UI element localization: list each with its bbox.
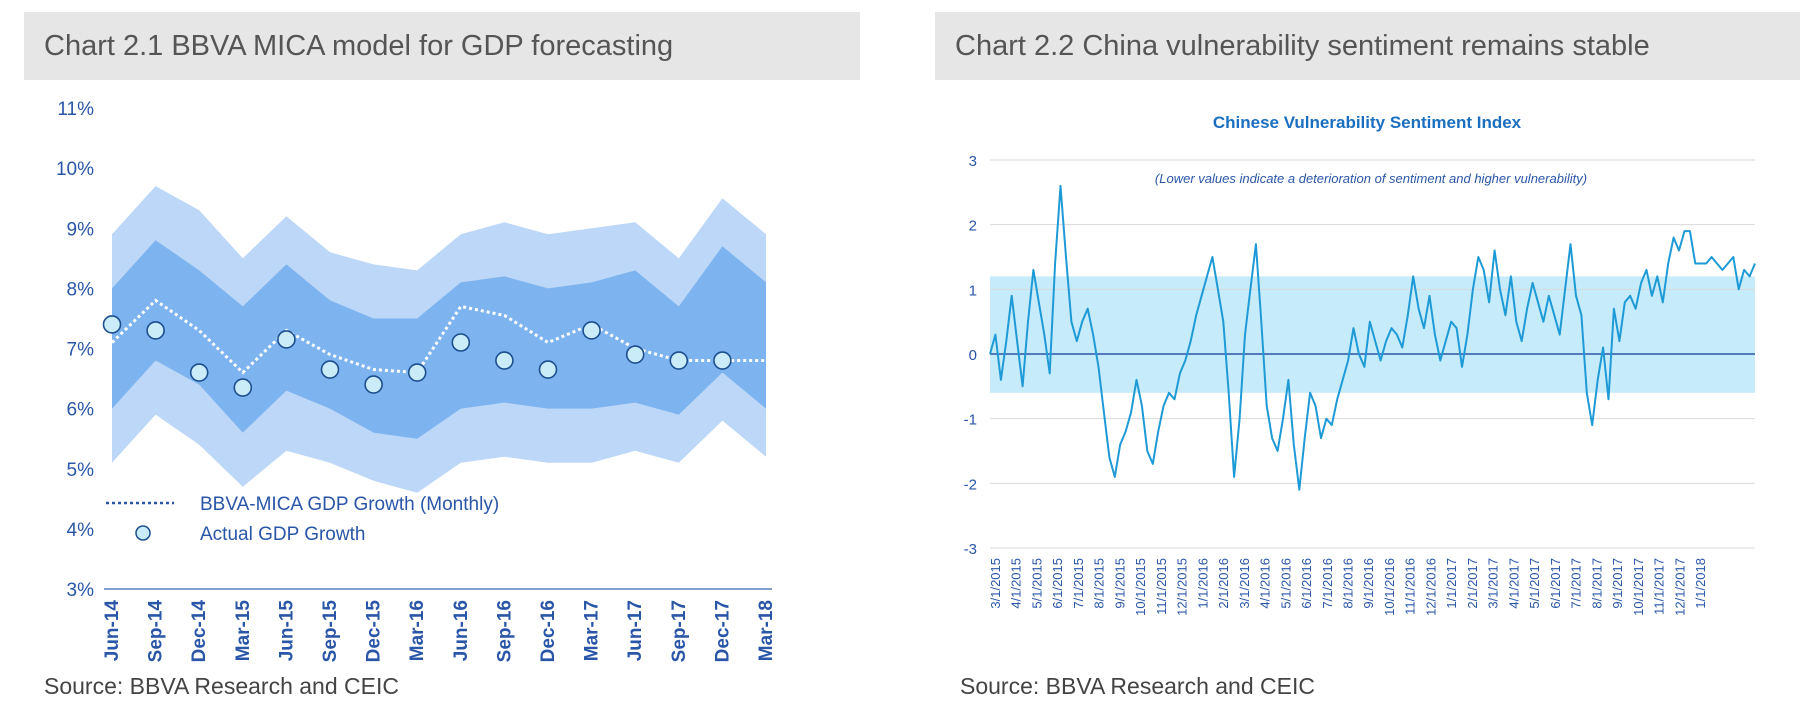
y-tick-label: 11% xyxy=(57,99,94,120)
y-tick-label: -2 xyxy=(964,476,977,493)
legend-label-mica: BBVA-MICA GDP Growth (Monthly) xyxy=(200,494,499,515)
x-tick-label: 11/1/2016 xyxy=(1403,558,1418,615)
x-tick-label: 9/1/2017 xyxy=(1610,558,1625,609)
x-tick-label: Sep-17 xyxy=(669,600,690,662)
x-tick-label: 2/1/2016 xyxy=(1216,558,1231,609)
x-tick-label: 11/1/2015 xyxy=(1154,558,1169,615)
actual-gdp-point xyxy=(364,375,383,394)
y-tick-label: -3 xyxy=(964,541,977,558)
x-tick-label: 6/1/2017 xyxy=(1548,558,1563,609)
inner-confidence-band xyxy=(112,240,766,439)
x-tick-label: Sep-15 xyxy=(320,600,341,663)
actual-gdp-point xyxy=(582,321,601,340)
source-note-right: Source: BBVA Research and CEIC xyxy=(960,673,1315,699)
actual-gdp-point xyxy=(277,330,296,349)
x-tick-label: 7/1/2017 xyxy=(1569,558,1584,609)
x-tick-label: 1/1/2017 xyxy=(1444,558,1459,609)
chart-inner-subtitle: (Lower values indicate a deterioration o… xyxy=(1155,171,1587,186)
x-tick-label: 8/1/2015 xyxy=(1092,558,1107,609)
y-tick-label: 7% xyxy=(67,340,95,361)
y-tick-label: -1 xyxy=(964,412,977,429)
x-tick-label: 1/1/2018 xyxy=(1693,558,1708,609)
x-tick-label: 5/1/2016 xyxy=(1278,558,1293,609)
y-tick-label: 6% xyxy=(67,400,95,421)
x-tick-label: 5/1/2017 xyxy=(1527,558,1542,609)
x-tick-label: Jun-17 xyxy=(625,600,646,661)
x-tick-label: Mar-17 xyxy=(582,600,603,661)
source-note-left: Source: BBVA Research and CEIC xyxy=(44,673,399,699)
x-tick-label: Mar-16 xyxy=(407,600,428,661)
x-tick-label: Jun-15 xyxy=(276,600,297,662)
x-tick-label: 10/1/2015 xyxy=(1133,558,1148,616)
x-tick-label: Jun-14 xyxy=(102,600,123,662)
chart-inner-title: Chinese Vulnerability Sentiment Index xyxy=(1213,113,1522,132)
x-tick-label: 9/1/2015 xyxy=(1112,558,1127,609)
x-tick-label: Sep-16 xyxy=(494,600,515,662)
actual-gdp-point xyxy=(625,345,645,364)
x-tick-label: 11/1/2017 xyxy=(1652,558,1667,615)
y-tick-label: 2 xyxy=(969,218,977,235)
actual-gdp-point xyxy=(407,363,427,382)
x-tick-label: 7/1/2015 xyxy=(1071,558,1086,609)
actual-gdp-point xyxy=(189,363,209,382)
chart-2-2-title: Chart 2.2 China vulnerability sentiment … xyxy=(935,12,1800,80)
x-tick-label: 10/1/2016 xyxy=(1382,558,1397,616)
x-tick-label: 12/1/2015 xyxy=(1175,558,1190,616)
actual-gdp-point xyxy=(713,351,732,370)
x-tick-label: 5/1/2015 xyxy=(1029,558,1044,609)
x-tick-label: 12/1/2017 xyxy=(1672,558,1687,616)
chart-2-1-title: Chart 2.1 BBVA MICA model for GDP foreca… xyxy=(24,12,860,80)
actual-gdp-point xyxy=(320,360,340,379)
actual-gdp-point xyxy=(233,378,253,397)
x-tick-label: Dec-17 xyxy=(712,600,733,662)
y-tick-label: 10% xyxy=(56,159,94,180)
x-tick-label: 1/1/2016 xyxy=(1195,558,1210,609)
legend-swatch-circle xyxy=(135,525,151,541)
x-tick-label: Dec-14 xyxy=(189,600,210,663)
x-tick-label: 3/1/2015 xyxy=(988,558,1003,609)
y-tick-label: 1 xyxy=(969,282,977,299)
x-tick-label: 9/1/2016 xyxy=(1361,558,1376,609)
y-tick-label: 8% xyxy=(67,279,95,300)
x-tick-label: Sep-14 xyxy=(146,600,167,663)
actual-gdp-point xyxy=(669,351,689,370)
x-tick-label: Dec-16 xyxy=(538,600,559,662)
x-tick-label: 3/1/2017 xyxy=(1486,558,1501,609)
x-tick-label: 2/1/2017 xyxy=(1465,558,1480,609)
x-tick-label: 8/1/2016 xyxy=(1341,558,1356,609)
series-line-vulnerability xyxy=(989,184,1756,491)
x-tick-label: 6/1/2015 xyxy=(1050,558,1065,609)
x-tick-label: Jun-16 xyxy=(451,600,472,661)
x-tick-label: 3/1/2016 xyxy=(1237,558,1252,609)
legend-label-actual: Actual GDP Growth xyxy=(200,524,365,545)
vulnerability-index-chart: -3 -2 -1 0 1 2 3 Chinese Vulnerability Sentimen… xyxy=(964,113,1756,616)
x-tick-label: 7/1/2016 xyxy=(1320,558,1335,609)
chart-panel-vulnerability: Chart 2.2 China vulnerability sentiment … xyxy=(935,0,1802,710)
y-tick-label: 4% xyxy=(67,520,95,541)
x-tick-label: 6/1/2016 xyxy=(1299,558,1314,609)
x-tick-label: 4/1/2015 xyxy=(1009,558,1024,609)
actual-gdp-point xyxy=(146,321,165,340)
x-tick-label: 10/1/2017 xyxy=(1631,558,1646,616)
actual-gdp-point xyxy=(102,315,122,334)
y-tick-label: 5% xyxy=(67,460,95,481)
x-tick-label: 12/1/2016 xyxy=(1423,558,1438,616)
actual-gdp-point xyxy=(495,351,514,370)
x-tick-label: 4/1/2016 xyxy=(1258,558,1273,609)
x-tick-label: Dec-15 xyxy=(364,600,385,663)
chart-panel-gdp-forecast: Chart 2.1 BBVA MICA model for GDP foreca… xyxy=(0,0,880,710)
y-tick-label: 3 xyxy=(969,153,977,170)
gdp-forecast-chart: 3% 4% 5% 6% 7% 8% 9% 10% 11% Jun-14 Sep-14 Dec-14 Ma… xyxy=(56,99,777,663)
y-tick-label: 0 xyxy=(969,347,977,364)
x-tick-label: 4/1/2017 xyxy=(1506,558,1521,609)
y-tick-label: 9% xyxy=(67,219,95,240)
x-tick-label: Mar-15 xyxy=(233,600,254,662)
y-tick-label: 3% xyxy=(67,580,95,601)
x-tick-label: Mar-18 xyxy=(756,600,777,661)
actual-gdp-point xyxy=(451,333,471,352)
actual-gdp-point xyxy=(538,360,558,379)
x-tick-label: 8/1/2017 xyxy=(1589,558,1604,609)
